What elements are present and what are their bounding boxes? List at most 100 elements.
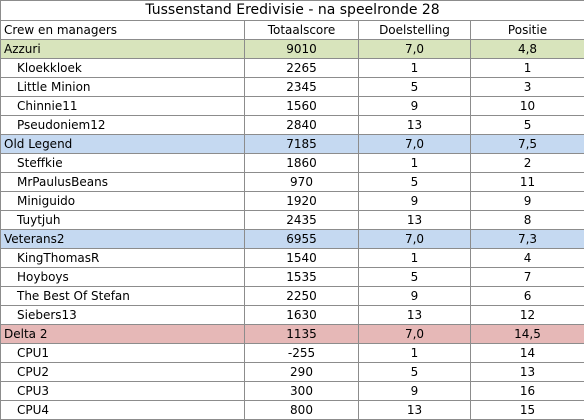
team-position: 7,5: [471, 135, 584, 154]
player-name: CPU1: [1, 344, 245, 363]
player-name: Tuytjuh: [1, 211, 245, 230]
player-position: 16: [471, 382, 584, 401]
player-score: -255: [245, 344, 359, 363]
player-position: 14: [471, 344, 584, 363]
team-score: 1135: [245, 325, 359, 344]
team-goal: 7,0: [359, 135, 471, 154]
team-position: 14,5: [471, 325, 584, 344]
column-header-position: Positie: [471, 21, 584, 40]
player-position: 13: [471, 363, 584, 382]
team-name: Veterans2: [1, 230, 245, 249]
player-name: Little Minion: [1, 78, 245, 97]
column-header-crew: Crew en managers: [1, 21, 245, 40]
player-goal: 1: [359, 344, 471, 363]
player-goal: 9: [359, 287, 471, 306]
player-goal: 1: [359, 154, 471, 173]
team-name: Delta 2: [1, 325, 245, 344]
player-goal: 13: [359, 116, 471, 135]
player-position: 3: [471, 78, 584, 97]
player-position: 6: [471, 287, 584, 306]
player-position: 10: [471, 97, 584, 116]
team-goal: 7,0: [359, 325, 471, 344]
player-name: CPU4: [1, 401, 245, 420]
team-score: 6955: [245, 230, 359, 249]
player-name: MrPaulusBeans: [1, 173, 245, 192]
player-score: 970: [245, 173, 359, 192]
team-position: 7,3: [471, 230, 584, 249]
column-header-goal: Doelstelling: [359, 21, 471, 40]
player-name: The Best Of Stefan: [1, 287, 245, 306]
player-score: 2840: [245, 116, 359, 135]
player-score: 1540: [245, 249, 359, 268]
player-goal: 5: [359, 78, 471, 97]
player-goal: 5: [359, 268, 471, 287]
column-header-score: Totaalscore: [245, 21, 359, 40]
player-position: 2: [471, 154, 584, 173]
team-position: 4,8: [471, 40, 584, 59]
player-position: 8: [471, 211, 584, 230]
player-position: 15: [471, 401, 584, 420]
player-score: 290: [245, 363, 359, 382]
player-goal: 13: [359, 211, 471, 230]
team-goal: 7,0: [359, 40, 471, 59]
player-goal: 5: [359, 173, 471, 192]
player-goal: 1: [359, 59, 471, 78]
player-goal: 5: [359, 363, 471, 382]
player-position: 4: [471, 249, 584, 268]
player-position: 11: [471, 173, 584, 192]
title-row: Tussenstand Eredivisie - na speelronde 2…: [1, 1, 584, 21]
team-name: Azzuri: [1, 40, 245, 59]
player-score: 300: [245, 382, 359, 401]
player-name: CPU2: [1, 363, 245, 382]
player-score: 1920: [245, 192, 359, 211]
player-position: 5: [471, 116, 584, 135]
team-score: 9010: [245, 40, 359, 59]
player-score: 800: [245, 401, 359, 420]
player-position: 1: [471, 59, 584, 78]
player-score: 2250: [245, 287, 359, 306]
team-name: Old Legend: [1, 135, 245, 154]
player-name: Siebers13: [1, 306, 245, 325]
player-score: 1630: [245, 306, 359, 325]
player-name: Miniguido: [1, 192, 245, 211]
player-score: 2265: [245, 59, 359, 78]
player-name: CPU3: [1, 382, 245, 401]
player-goal: 1: [359, 249, 471, 268]
team-score: 7185: [245, 135, 359, 154]
player-name: Steffkie: [1, 154, 245, 173]
team-goal: 7,0: [359, 230, 471, 249]
player-score: 1535: [245, 268, 359, 287]
player-name: Hoyboys: [1, 268, 245, 287]
table-title: Tussenstand Eredivisie - na speelronde 2…: [1, 1, 584, 21]
player-position: 12: [471, 306, 584, 325]
player-goal: 9: [359, 192, 471, 211]
player-goal: 13: [359, 306, 471, 325]
player-score: 1860: [245, 154, 359, 173]
player-goal: 9: [359, 97, 471, 116]
player-position: 9: [471, 192, 584, 211]
player-name: Chinnie11: [1, 97, 245, 116]
player-goal: 13: [359, 401, 471, 420]
player-position: 7: [471, 268, 584, 287]
player-score: 2345: [245, 78, 359, 97]
player-goal: 9: [359, 382, 471, 401]
